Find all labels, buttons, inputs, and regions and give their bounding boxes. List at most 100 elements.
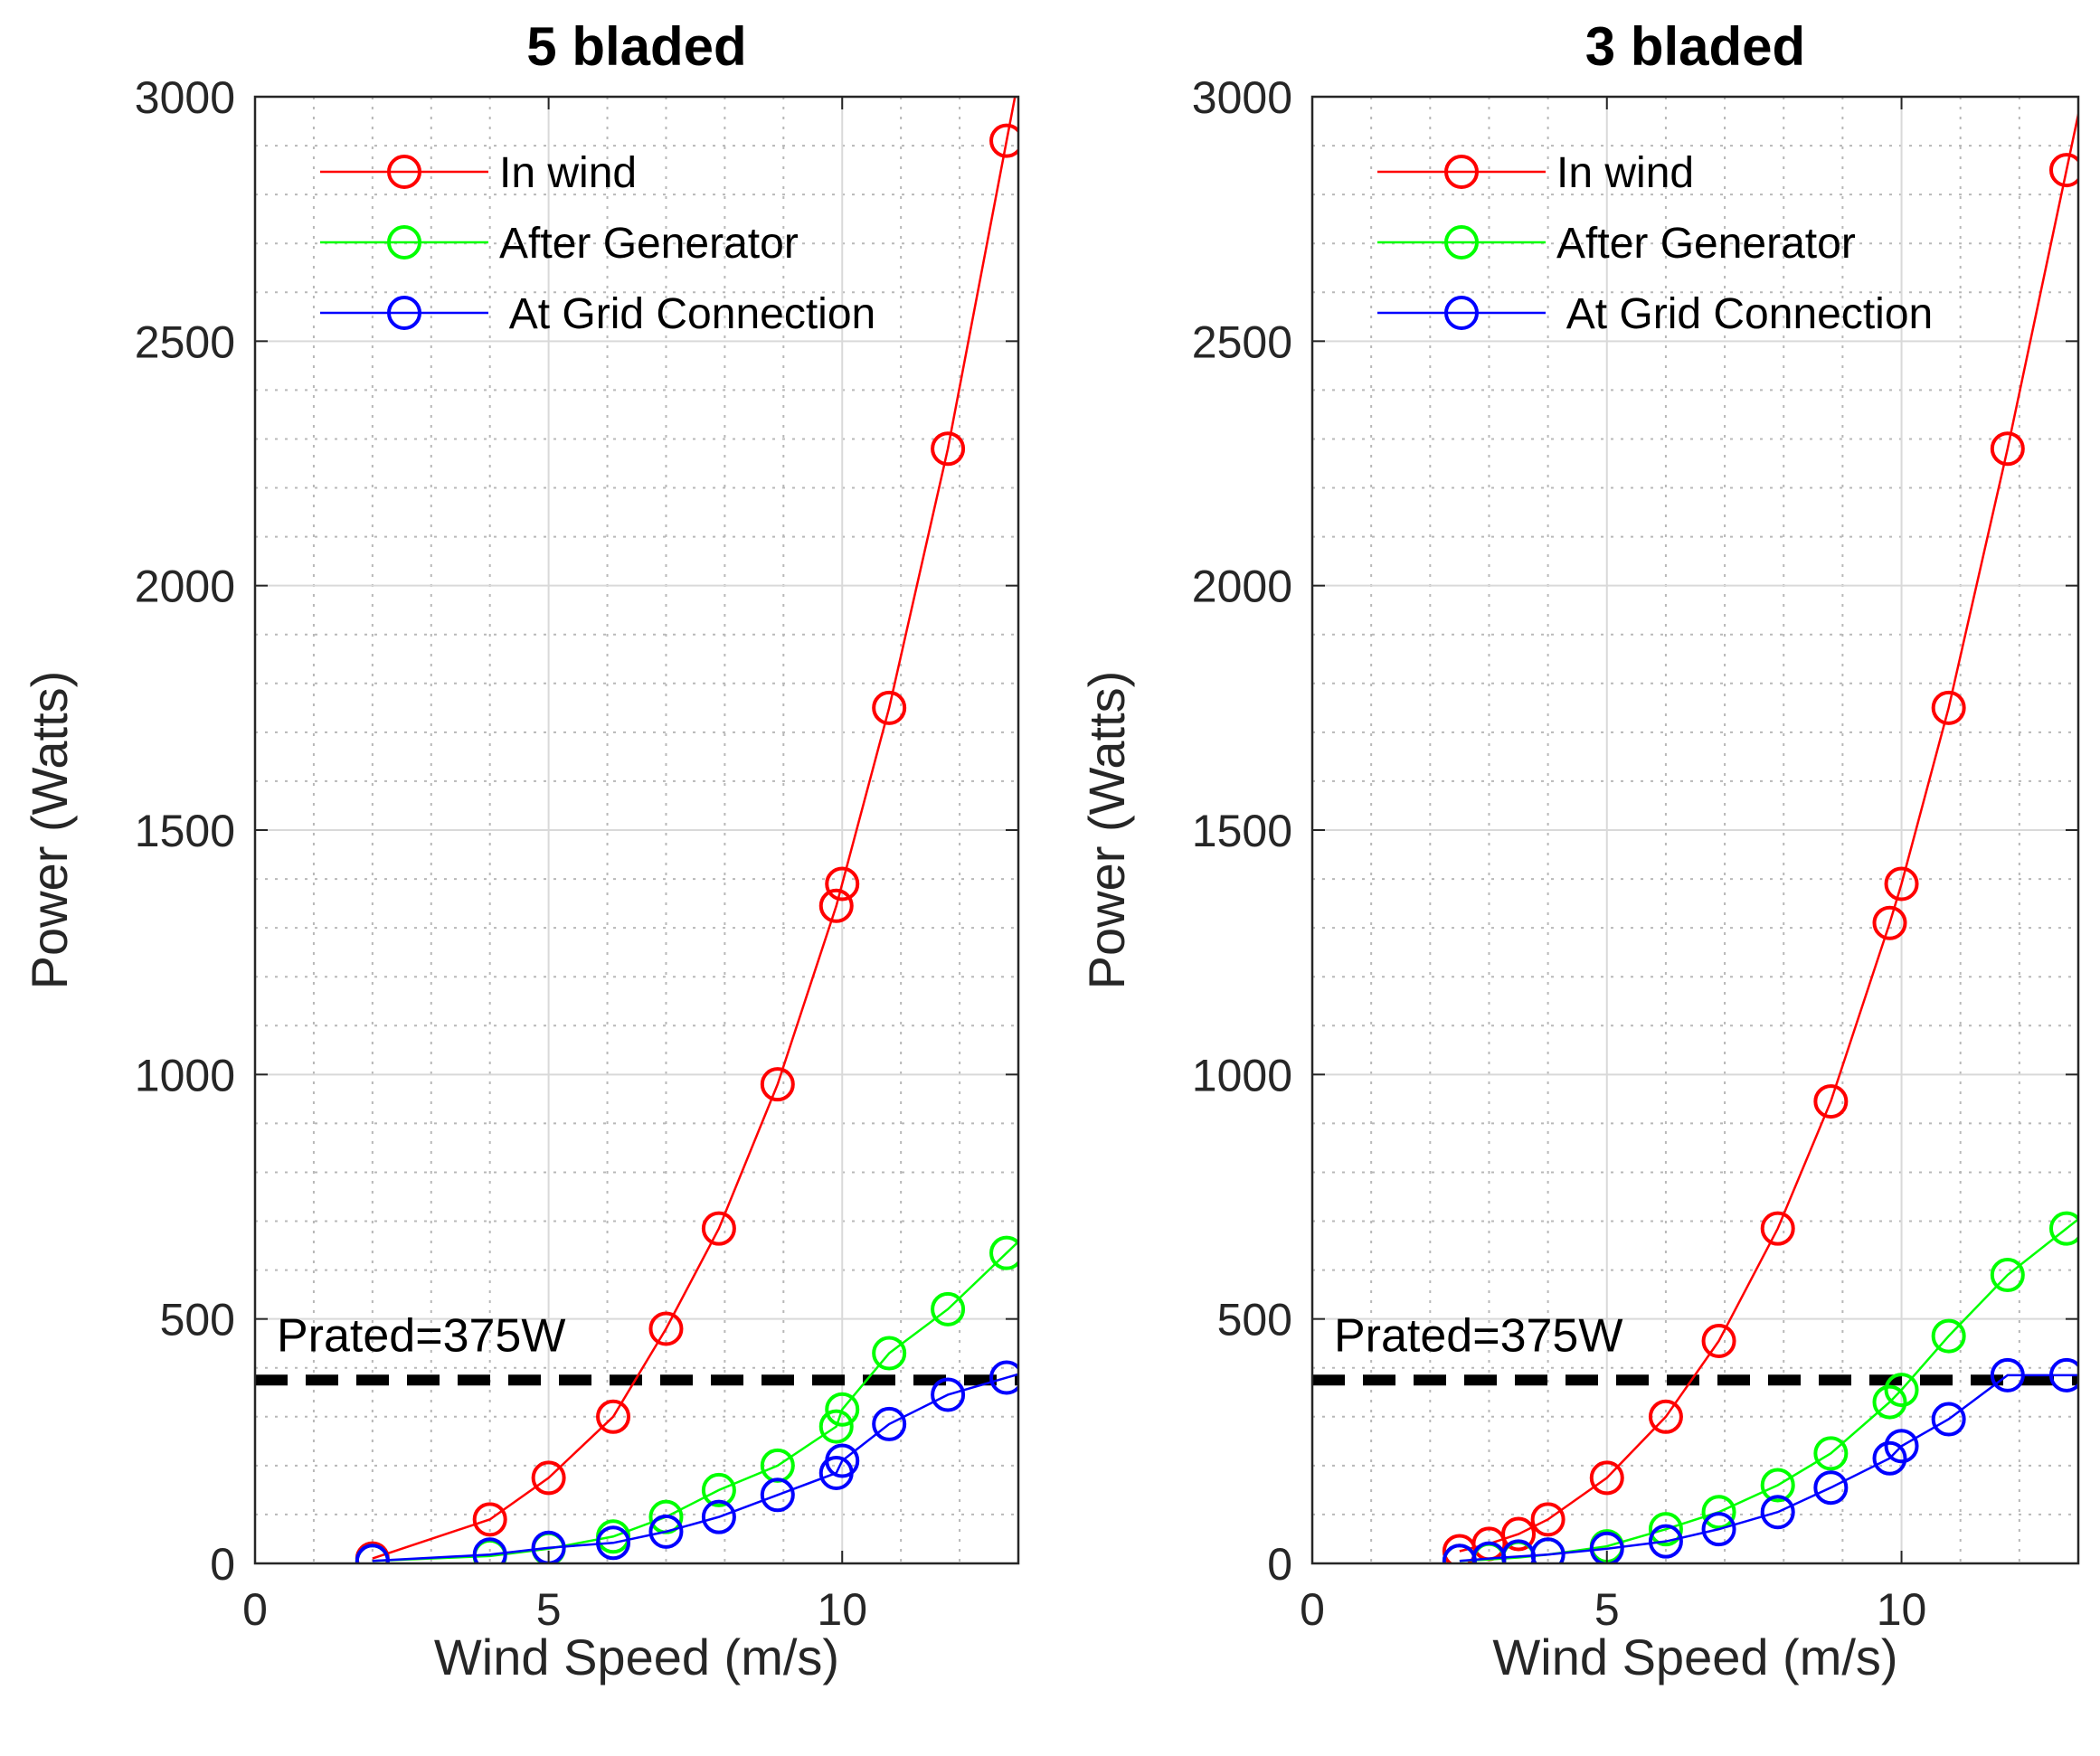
data-point [1990,431,2025,467]
y-tick-label: 0 [210,1539,235,1590]
data-point [825,1443,860,1478]
data-point [1990,1258,2025,1293]
data-point [1872,905,1907,940]
y-tick-label: 2000 [1192,562,1292,612]
data-point [1648,1512,1683,1547]
legend-entry: In wind [1556,149,1694,197]
series-line [1459,1374,2078,1562]
data-point [1872,1440,1907,1476]
legend-entry: At Grid Connection [499,290,875,338]
data-point [931,1377,966,1412]
series-in-wind [1442,109,2078,1563]
x-tick-label: 10 [1877,1584,1927,1635]
data-point [989,1235,1018,1270]
y-tick-label: 3000 [1192,72,1292,123]
data-point [472,1537,507,1563]
data-point [760,1067,795,1102]
y-tick-label: 1500 [135,806,235,856]
data-point [1701,1512,1736,1547]
y-tick-label: 3000 [135,72,235,123]
data-point [1760,1468,1795,1503]
data-point [872,1406,907,1441]
data-point [931,431,966,467]
grid [1312,97,2078,1563]
x-axis-label: Wind Speed (m/s) [434,1629,839,1685]
chart-title: 3 bladed [1585,16,1805,77]
y-tick-label: 2000 [135,562,235,612]
data-point [1813,1470,1849,1506]
legend-marker [1444,155,1479,189]
series-line [1459,109,2078,1553]
y-tick-label: 0 [1267,1539,1292,1590]
chart-title: 5 bladed [526,16,746,77]
data-point [825,1392,860,1427]
chart-1: Prated=375W 0 5 10 0 500 1000 1500 2000 2500 3000 5… [21,16,1020,1685]
data-point [1884,866,1919,902]
data-point [1701,1323,1736,1358]
data-point [760,1477,795,1513]
x-tick-label: 0 [1300,1584,1325,1635]
series-at-grid-connection [1442,1357,2078,1563]
series-line [372,1373,1018,1562]
data-point [1530,1502,1566,1537]
series-line [372,97,1017,1560]
data-point [989,123,1018,158]
data-point [931,1291,966,1326]
series-at-grid-connection [355,1360,1018,1563]
data-point [2048,1357,2078,1393]
legend-entry: After Generator [499,220,799,268]
data-point [1530,1537,1566,1563]
y-tick-label: 500 [1217,1295,1292,1345]
data-point [2048,153,2078,188]
legend-marker [387,225,421,260]
y-tick-label: 2500 [1192,316,1292,367]
data-point [701,1472,736,1507]
data-point [596,1525,631,1561]
grid [255,97,1018,1563]
y-tick-label: 500 [160,1295,235,1345]
legend-marker [387,155,421,189]
y-tick-label: 1000 [1192,1050,1292,1100]
data-point [2048,1211,2078,1246]
data-point [818,888,854,923]
data-point [648,1514,684,1549]
data-point [648,1311,684,1346]
legend-marker [1444,225,1479,260]
prated-annotation: Prated=375W [1334,1309,1622,1362]
data-point [1872,1384,1907,1420]
data-point [1813,1436,1849,1471]
data-point [1884,1429,1919,1464]
prated-annotation: Prated=375W [277,1309,565,1362]
data-point [1931,1402,1966,1437]
legend-entry: At Grid Connection [1556,290,1933,338]
legend: In wind After Generator At Grid Connectio… [320,149,875,338]
data-point [1760,1495,1795,1530]
data-point [355,1544,390,1563]
data-point [872,690,907,725]
legend-entry: In wind [499,149,637,197]
data-point [1589,1460,1624,1496]
data-point [1990,1357,2025,1393]
data-point [1813,1084,1849,1119]
data-point [1884,1373,1919,1408]
data-point [1760,1211,1795,1246]
legend-entry: After Generator [1556,220,1856,268]
data-point [1589,1531,1624,1563]
data-point [1648,1399,1683,1434]
data-point [701,1499,736,1534]
x-tick-label: 5 [536,1584,562,1635]
data-point [1931,690,1966,725]
data-point [701,1211,736,1246]
x-axis-label: Wind Speed (m/s) [1492,1629,1897,1685]
chart-2: Prated=375W 0 5 10 0 500 1000 1500 2000 2500 3000 3… [1078,16,2080,1685]
data-point [1701,1495,1736,1530]
legend-marker [387,296,421,330]
legend: In wind After Generator At Grid Connectio… [1377,149,1933,338]
data-point [872,1336,907,1371]
data-point [818,1409,854,1444]
data-point [989,1360,1018,1395]
x-tick-label: 0 [242,1584,268,1635]
y-tick-label: 2500 [135,316,235,367]
x-tick-label: 5 [1594,1584,1620,1635]
